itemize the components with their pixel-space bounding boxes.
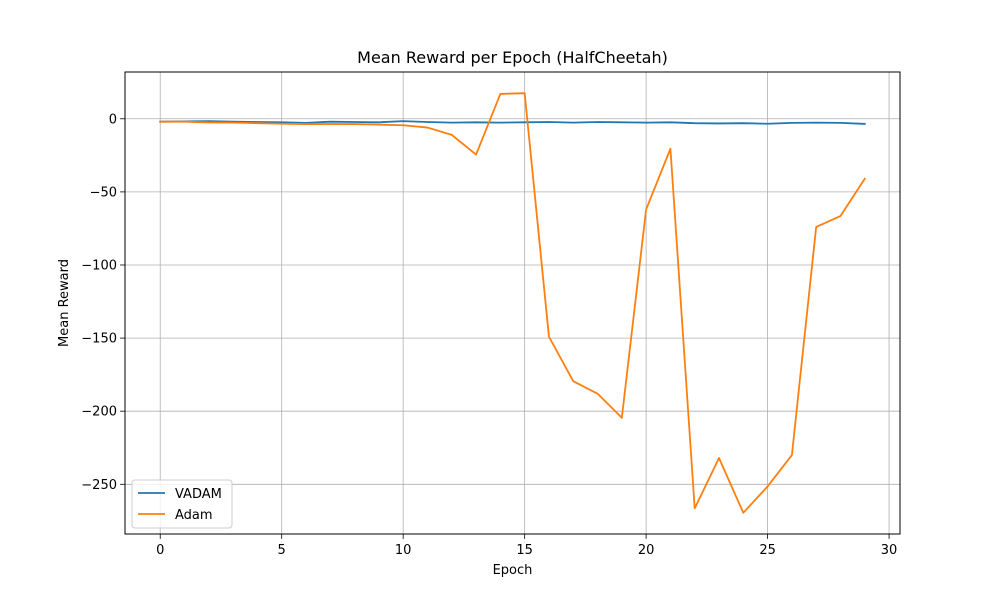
y-tick-label: −50: [90, 185, 117, 200]
y-tick-label: −150: [81, 332, 117, 347]
plot-frame: [124, 71, 901, 535]
x-tick-label: 20: [638, 543, 655, 558]
series-line-adam: [159, 92, 867, 514]
x-tick-label: 10: [395, 543, 412, 558]
x-tick-label: 25: [759, 543, 776, 558]
data-series: [159, 92, 867, 514]
grid-lines: [125, 72, 900, 534]
x-tick-label: 15: [516, 543, 533, 558]
legend-label-adam: Adam: [175, 508, 213, 523]
x-tick-label: 0: [156, 543, 164, 558]
plot-area-background: [125, 72, 900, 534]
series-line-vadam: [159, 120, 866, 125]
y-tick-label: −100: [81, 258, 117, 273]
x-axis-label: Epoch: [493, 563, 533, 578]
legend: VADAM Adam: [131, 479, 233, 529]
chart-title: Mean Reward per Epoch (HalfCheetah): [357, 48, 668, 67]
y-axis-label: Mean Reward: [57, 259, 72, 347]
axis-ticks: 0 5 10 15 20 25 30 0 −50 −100 −150 −200 −250: [81, 112, 897, 558]
y-tick-label: −250: [81, 478, 117, 493]
y-tick-label: 0: [109, 112, 117, 127]
legend-box: [131, 479, 233, 529]
y-tick-label: −200: [81, 405, 117, 420]
x-tick-label: 30: [881, 543, 898, 558]
legend-label-vadam: VADAM: [175, 487, 222, 502]
x-tick-label: 5: [278, 543, 286, 558]
